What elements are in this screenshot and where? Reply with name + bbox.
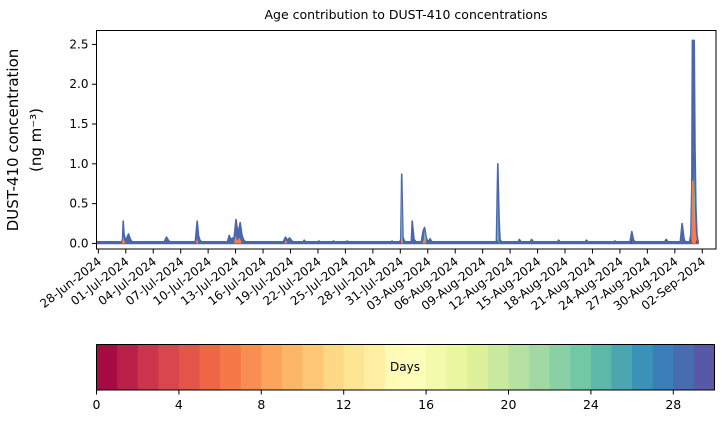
series-overlay-3 [399, 239, 401, 244]
colorbar-tick-label: 16 [418, 397, 434, 412]
colorbar-tick-label: 4 [175, 397, 183, 412]
colorbar-segment [487, 344, 509, 390]
colorbar-segment [281, 344, 303, 390]
y-axis-label-line1: DUST-410 concentration [4, 48, 22, 232]
y-tick-label: 2.0 [69, 77, 88, 91]
colorbar-segment [570, 344, 592, 390]
y-tick-label: 0.0 [69, 236, 88, 250]
series-overlay-3 [695, 239, 697, 244]
series-overlay-1 [401, 183, 403, 244]
colorbar-segment [384, 344, 406, 390]
colorbar-segment [426, 344, 448, 390]
colorbar-segment [343, 344, 365, 390]
colorbar-segment [405, 344, 427, 390]
colorbar-segment [673, 344, 695, 390]
series-overlay-3 [630, 240, 632, 244]
colorbar-label: Days [390, 360, 420, 374]
colorbar-segment [364, 344, 386, 390]
colorbar-segment [199, 344, 221, 390]
chart-title: Age contribution to DUST-410 concentrati… [264, 7, 548, 22]
colorbar-segment [446, 344, 468, 390]
colorbar-segment [178, 344, 200, 390]
series-overlay-3 [496, 239, 498, 244]
colorbar-segment [261, 344, 283, 390]
colorbar-segment [96, 344, 118, 390]
plot-area [96, 30, 716, 249]
colorbar-tick-label: 0 [93, 397, 101, 412]
y-tick-label: 0.5 [69, 197, 88, 211]
series-overlay-2 [196, 238, 199, 244]
y-tick-label: 1.0 [69, 157, 88, 171]
colorbar-segment [549, 344, 571, 390]
colorbar-segment [137, 344, 159, 390]
colorbar-segment [611, 344, 633, 390]
series-overlay-2 [422, 238, 426, 244]
y-tick-label: 1.5 [69, 117, 88, 131]
colorbar-tick-label: 20 [501, 397, 517, 412]
colorbar-segment [117, 344, 139, 390]
colorbar-segment [220, 344, 242, 390]
colorbar-segment [652, 344, 674, 390]
series-overlay-3 [690, 238, 692, 244]
series-overlay-2 [234, 235, 242, 244]
colorbar-segment [632, 344, 654, 390]
colorbar-segment [693, 344, 715, 390]
colorbar-frame [96, 344, 715, 391]
colorbar-segment [590, 344, 612, 390]
colorbar-segment [323, 344, 345, 390]
colorbar-segment [302, 344, 324, 390]
colorbar-tick-label: 12 [336, 397, 352, 412]
series-overlay-2 [121, 237, 126, 244]
colorbar-segment [467, 344, 489, 390]
colorbar-segment [240, 344, 262, 390]
colorbar-segment [508, 344, 530, 390]
colorbar-tick-label: 28 [665, 397, 681, 412]
series-overlay-2 [691, 179, 698, 244]
y-tick-label: 2.5 [69, 37, 88, 51]
plot-frame [96, 30, 717, 250]
colorbar-tick-label: 8 [257, 397, 265, 412]
y-axis-label-line2: (ng m⁻³) [27, 107, 45, 173]
colorbar-tick-label: 24 [583, 397, 599, 412]
series-overlay-2 [284, 240, 287, 244]
series-envelope [96, 39, 699, 245]
colorbar-segment [529, 344, 551, 390]
series-overlay-1 [497, 195, 499, 244]
colorbar-segment [158, 344, 180, 390]
